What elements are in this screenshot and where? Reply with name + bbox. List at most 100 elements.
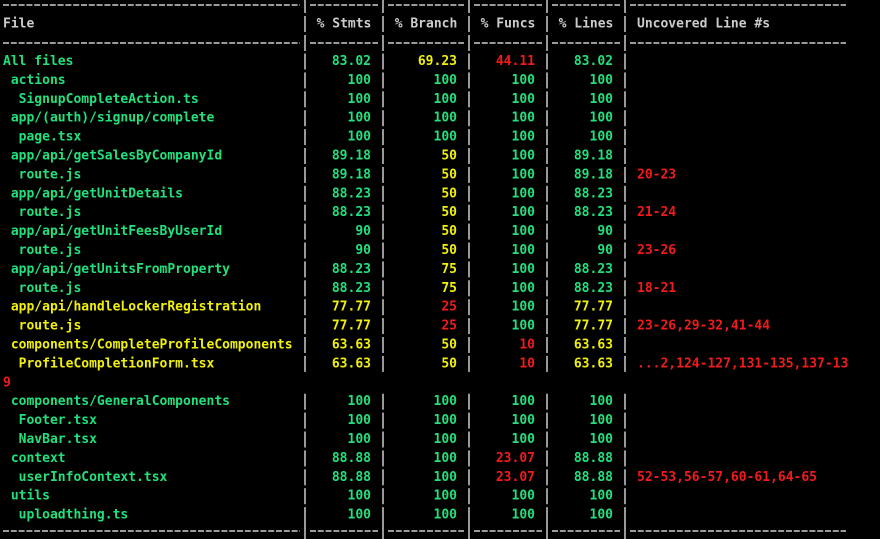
metric-cell: 100 bbox=[348, 111, 372, 126]
metric-cell: 100 bbox=[348, 130, 372, 145]
metric-cell: 100 bbox=[590, 508, 614, 523]
file-cell: route.js bbox=[3, 281, 81, 296]
metric-cell: 88.23 bbox=[332, 262, 371, 277]
metric-cell: 50 bbox=[441, 224, 457, 239]
metric-cell: 100 bbox=[512, 186, 536, 201]
metric-cell: 63.63 bbox=[574, 356, 613, 371]
file-cell: uploadthing.ts bbox=[3, 508, 128, 523]
metric-cell: 100 bbox=[434, 451, 458, 466]
file-cell: actions bbox=[3, 73, 66, 88]
file-cell: components/CompleteProfileComponents bbox=[3, 338, 293, 353]
metric-cell: 100 bbox=[590, 111, 614, 126]
metric-cell: 100 bbox=[512, 224, 536, 239]
metric-cell: 88.23 bbox=[574, 186, 613, 201]
uncovered-cell: 21-24 bbox=[637, 205, 676, 220]
metric-cell: 83.02 bbox=[332, 54, 371, 69]
metric-cell: 88.88 bbox=[332, 451, 371, 466]
metric-cell: 100 bbox=[512, 130, 536, 145]
file-cell: route.js bbox=[3, 243, 81, 258]
uncovered-cell: 18-21 bbox=[637, 281, 676, 296]
metric-cell: 88.88 bbox=[332, 470, 371, 485]
metric-cell: 50 bbox=[441, 205, 457, 220]
file-cell: app/api/getSalesByCompanyId bbox=[3, 149, 222, 164]
metric-cell: 63.63 bbox=[332, 338, 371, 353]
metric-cell: 100 bbox=[348, 73, 372, 88]
metric-cell: 23.07 bbox=[496, 451, 535, 466]
metric-cell: 83.02 bbox=[574, 54, 613, 69]
metric-cell: 63.63 bbox=[332, 356, 371, 371]
metric-cell: 100 bbox=[512, 205, 536, 220]
uncovered-cell: ...2,124-127,131-135,137-13 bbox=[637, 356, 848, 371]
metric-cell: 50 bbox=[441, 167, 457, 182]
metric-cell: 89.18 bbox=[574, 149, 613, 164]
metric-cell: 100 bbox=[590, 489, 614, 504]
metric-cell: 100 bbox=[512, 394, 536, 409]
metric-cell: 90 bbox=[355, 243, 371, 258]
file-cell: app/api/getUnitFeesByUserId bbox=[3, 224, 222, 239]
file-cell: context bbox=[3, 451, 66, 466]
metric-cell: 50 bbox=[441, 338, 457, 353]
metric-cell: 89.18 bbox=[332, 149, 371, 164]
metric-cell: 100 bbox=[348, 508, 372, 523]
metric-cell: 50 bbox=[441, 243, 457, 258]
metric-cell: 88.88 bbox=[574, 451, 613, 466]
metric-cell: 100 bbox=[590, 73, 614, 88]
metric-cell: 100 bbox=[434, 508, 458, 523]
metric-cell: 90 bbox=[355, 224, 371, 239]
header-cell: File bbox=[3, 17, 34, 32]
file-cell: Footer.tsx bbox=[3, 413, 97, 428]
metric-cell: 100 bbox=[348, 413, 372, 428]
metric-cell: 88.23 bbox=[574, 205, 613, 220]
uncovered-cell: 52-53,56-57,60-61,64-65 bbox=[637, 470, 817, 485]
metric-cell: 50 bbox=[441, 186, 457, 201]
metric-cell: 100 bbox=[590, 130, 614, 145]
metric-cell: 100 bbox=[434, 489, 458, 504]
metric-cell: 100 bbox=[434, 394, 458, 409]
metric-cell: 100 bbox=[512, 489, 536, 504]
file-cell: userInfoContext.tsx bbox=[3, 470, 168, 485]
metric-cell: 100 bbox=[590, 413, 614, 428]
metric-cell: 100 bbox=[434, 432, 458, 447]
metric-cell: 100 bbox=[512, 319, 536, 334]
file-cell: route.js bbox=[3, 167, 81, 182]
file-cell: SignupCompleteAction.ts bbox=[3, 92, 199, 107]
metric-cell: 44.11 bbox=[496, 54, 535, 69]
metric-cell: 100 bbox=[512, 300, 536, 315]
metric-cell: 77.77 bbox=[332, 319, 371, 334]
uncovered-cell: 23-26,29-32,41-44 bbox=[637, 319, 770, 334]
metric-cell: 100 bbox=[512, 167, 536, 182]
metric-cell: 75 bbox=[441, 262, 457, 277]
uncovered-wrap: 9 bbox=[3, 375, 11, 390]
metric-cell: 69.23 bbox=[418, 54, 457, 69]
metric-cell: 100 bbox=[512, 73, 536, 88]
uncovered-cell: 20-23 bbox=[637, 167, 676, 182]
file-cell: utils bbox=[3, 489, 50, 504]
metric-cell: 100 bbox=[348, 432, 372, 447]
header-cell: % Funcs bbox=[481, 17, 536, 32]
file-cell: app/api/getUnitDetails bbox=[3, 186, 183, 201]
metric-cell: 50 bbox=[441, 356, 457, 371]
metric-cell: 100 bbox=[512, 243, 536, 258]
file-cell: app/api/handleLockerRegistration bbox=[3, 300, 261, 315]
metric-cell: 89.18 bbox=[332, 167, 371, 182]
file-cell: route.js bbox=[3, 319, 81, 334]
metric-cell: 77.77 bbox=[332, 300, 371, 315]
metric-cell: 88.88 bbox=[574, 470, 613, 485]
metric-cell: 100 bbox=[590, 432, 614, 447]
file-cell: page.tsx bbox=[3, 130, 81, 145]
metric-cell: 10 bbox=[519, 356, 535, 371]
metric-cell: 100 bbox=[434, 130, 458, 145]
file-cell: app/(auth)/signup/complete bbox=[3, 111, 214, 126]
metric-cell: 100 bbox=[512, 508, 536, 523]
metric-cell: 90 bbox=[597, 224, 613, 239]
header-cell: % Stmts bbox=[317, 17, 372, 32]
metric-cell: 100 bbox=[590, 394, 614, 409]
header-cell: % Lines bbox=[559, 17, 614, 32]
metric-cell: 100 bbox=[348, 489, 372, 504]
metric-cell: 88.23 bbox=[332, 205, 371, 220]
metric-cell: 100 bbox=[434, 413, 458, 428]
metric-cell: 100 bbox=[434, 111, 458, 126]
metric-cell: 100 bbox=[348, 92, 372, 107]
